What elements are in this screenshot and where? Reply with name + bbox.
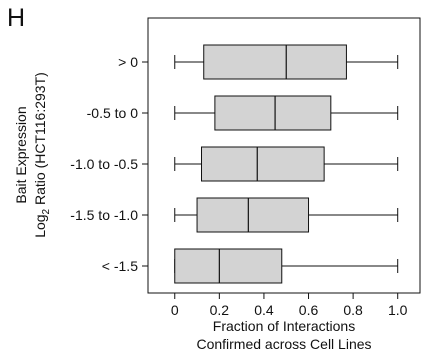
x-tick-label: 0.8: [343, 302, 363, 318]
box: [203, 44, 347, 80]
y-axis-title-line-2: Log2 Ratio (HCT116:293T): [32, 72, 52, 238]
x-axis-title-line-2: Confirmed across Cell Lines: [196, 336, 371, 352]
box: [214, 95, 332, 131]
box: [201, 146, 325, 182]
y-axis-title-log: Log: [32, 214, 48, 237]
x-axis-title-line-1: Fraction of Interactions: [213, 318, 355, 334]
y-axis-title-line-1: Bait Expression: [13, 106, 29, 203]
y-tick-label: < -1.5: [102, 258, 138, 274]
x-tick-label: 0: [171, 302, 179, 318]
y-tick-label: -1.5 to -1.0: [70, 207, 138, 223]
x-tick-label: 1.0: [388, 302, 408, 318]
y-tick-label: > 0: [118, 54, 138, 70]
panel-label: H: [7, 4, 26, 32]
plot-frame: [147, 17, 421, 294]
y-axis-title-subscript: 2: [41, 208, 52, 214]
y-tick-label: -1.0 to -0.5: [70, 156, 138, 172]
x-tick-label: 0.4: [254, 302, 274, 318]
box: [174, 248, 283, 284]
x-tick-label: 0.2: [210, 302, 230, 318]
x-tick-label: 0.6: [299, 302, 319, 318]
y-axis-title-rest: Ratio (HCT116:293T): [32, 72, 48, 209]
y-tick-label: -0.5 to 0: [87, 105, 139, 121]
chart-marks: 0 0.2 0.4 0.6 0.8 1.0 > 0 -0.5 to 0 -1.0 to -0.5…: [70, 44, 408, 318]
box: [196, 197, 310, 233]
